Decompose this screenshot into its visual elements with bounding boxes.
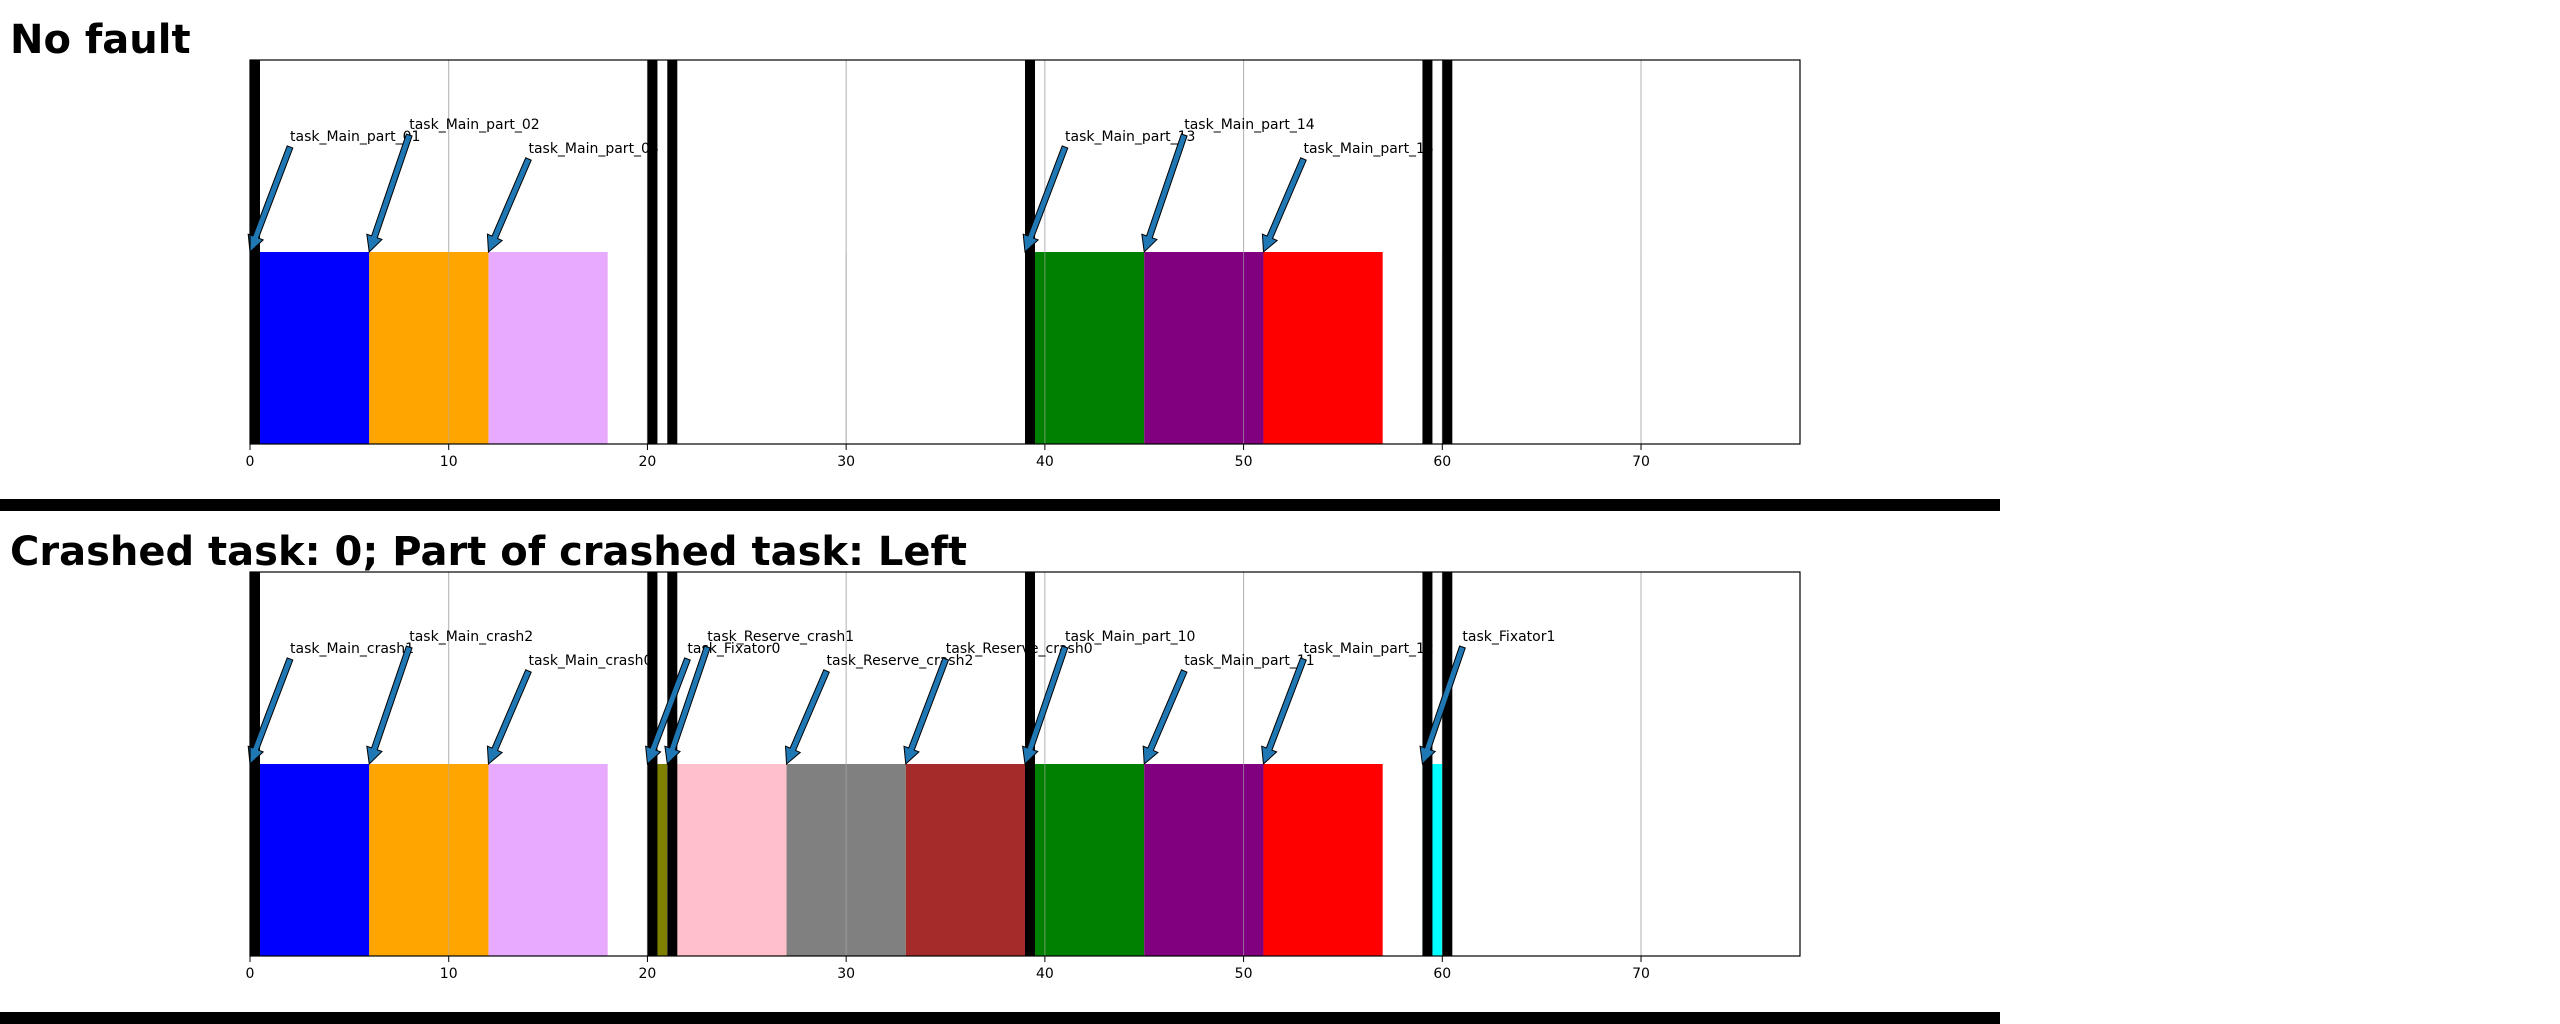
annotation-label: task_Reserve_crash1 [707,629,854,645]
plot-frame [249,59,1801,445]
annotation-arrow [1261,657,1307,766]
annotation-label: task_Fixator1 [1462,629,1555,645]
annotation-label: task_Reserve_crash2 [827,653,974,669]
task-bar [369,764,489,956]
task-bar [1025,252,1145,444]
task-bar [488,252,608,444]
divider-bar [1422,572,1433,956]
x-tick-label: 20 [639,454,657,470]
panel-title: No fault [10,17,191,63]
x-tick-label: 40 [1036,454,1054,470]
annotation-arrow [903,657,950,766]
annotation-label: task_Main_part_02 [409,117,539,133]
divider-bar [1442,572,1453,956]
annotation-label: task_Main_crash1 [290,641,414,657]
task-bar [250,252,370,444]
annotation-arrow [486,669,532,766]
x-tick-label: 10 [440,454,458,470]
annotation-label: task_Main_part_15 [1303,141,1433,157]
annotation-arrow [366,133,413,254]
x-tick-label: 60 [1433,454,1451,470]
annotation-arrow [247,657,294,766]
panel-separator [0,499,2000,511]
divider-bar [1025,572,1035,956]
divider-bar [667,572,678,956]
annotation-arrow [1142,669,1188,766]
x-tick-label: 70 [1632,454,1650,470]
task-bar [250,764,370,956]
x-tick-label: 50 [1235,966,1253,982]
x-tick-label: 30 [837,454,855,470]
panel-separator [0,1012,2000,1024]
panel-title: Crashed task: 0; Part of crashed task: L… [10,529,967,575]
divider-bar [647,572,658,956]
task-bar [488,764,608,956]
annotation-arrow [1261,157,1307,254]
annotation-label: task_Fixator0 [687,641,780,657]
panel-no-fault: No fault task_Main_part_01task_Main_part… [10,17,1801,470]
task-bar [1144,764,1264,956]
annotation-label: task_Reserve_crash0 [946,641,1093,657]
annotation-label: task_Main_part_11 [1184,653,1314,669]
annotation-arrow [366,645,413,766]
x-tick-label: 50 [1235,454,1253,470]
annotation-label: task_Main_crash0 [528,653,652,669]
task-bar [1263,764,1383,956]
task-bar [1263,252,1383,444]
x-tick-label: 10 [440,966,458,982]
task-bar [667,764,787,956]
task-bar [1144,252,1264,444]
annotation-arrow [486,157,532,254]
annotation-arrow [1141,133,1188,254]
annotation-label: task_Main_part_10 [1065,629,1195,645]
annotation-arrow [1419,645,1466,766]
annotation-arrow [784,669,830,766]
x-tick-label: 20 [639,966,657,982]
task-bar [369,252,489,444]
divider-bar [1025,60,1035,444]
annotation-arrow [1022,645,1069,766]
x-tick-label: 60 [1433,966,1451,982]
annotation-label: task_Main_part_01 [290,129,420,145]
x-tick-label: 70 [1632,966,1650,982]
plot-frame [249,571,1801,957]
x-tick-label: 0 [246,454,255,470]
x-tick-label: 40 [1036,966,1054,982]
annotation-arrow [645,657,691,766]
divider-bar [250,60,260,444]
divider-bar [250,572,260,956]
annotation-arrow [664,645,711,766]
panel-crashed: Crashed task: 0; Part of crashed task: L… [10,529,1801,982]
task-bar [905,764,1025,956]
divider-bar [667,60,678,444]
annotation-arrow [1022,145,1069,254]
annotation-label: task_Main_crash2 [409,629,533,645]
divider-bar [1442,60,1453,444]
x-tick-label: 0 [246,966,255,982]
task-bar [1025,764,1145,956]
annotation-label: task_Main_part_12 [1303,641,1433,657]
divider-bar [647,60,658,444]
annotation-label: task_Main_part_13 [1065,129,1195,145]
x-tick-label: 30 [837,966,855,982]
divider-bar [1422,60,1433,444]
annotation-label: task_Main_part_03 [528,141,658,157]
annotation-label: task_Main_part_14 [1184,117,1315,133]
annotation-arrow [247,145,294,254]
